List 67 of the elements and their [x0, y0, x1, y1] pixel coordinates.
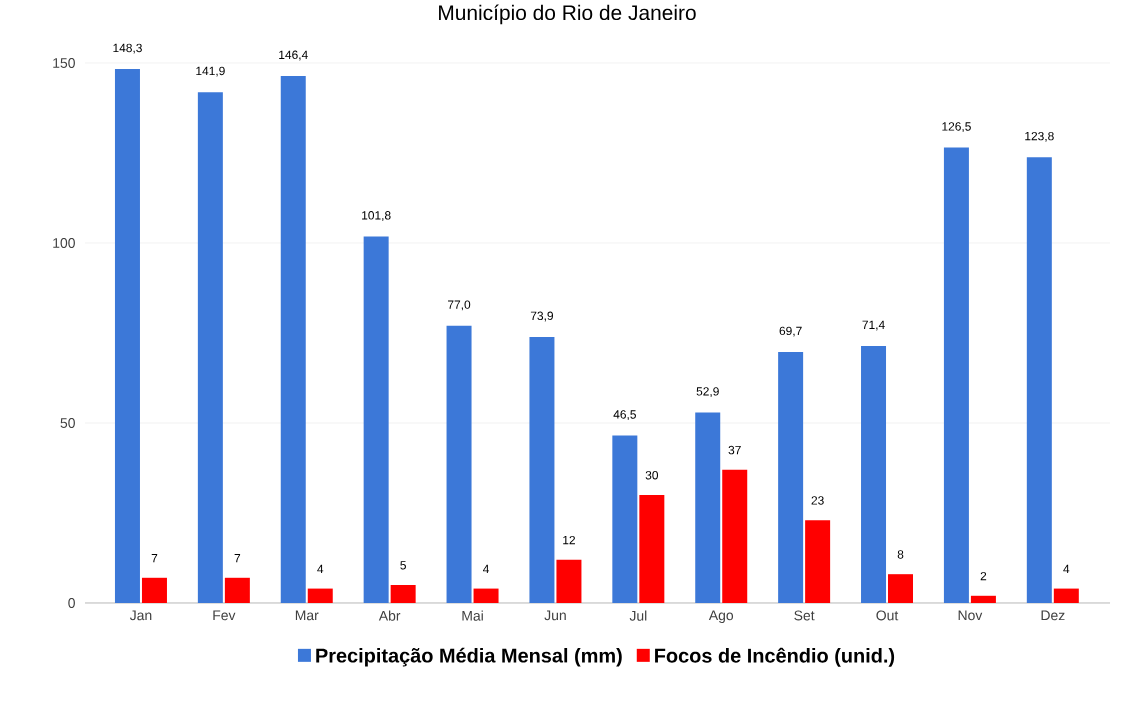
data-label: 146,4: [279, 50, 308, 61]
bar: [943, 147, 969, 603]
data-label: 4: [1063, 564, 1070, 574]
data-label: 4: [317, 564, 324, 574]
bar: [778, 352, 804, 603]
bar: [1053, 588, 1079, 603]
x-tick-label: Out: [876, 610, 899, 621]
data-label: 30: [645, 471, 659, 480]
data-label: 71,4: [862, 320, 885, 331]
bar: [722, 469, 748, 603]
data-label: 126,5: [942, 122, 971, 133]
bar: [556, 559, 582, 603]
x-tick-label: Jul: [629, 610, 647, 621]
legend-label: Focos de Incêndio (unid.): [655, 647, 895, 667]
y-tick-label: 100: [53, 238, 75, 248]
bar: [446, 325, 472, 603]
bar: [529, 336, 555, 603]
data-label: 37: [728, 445, 741, 455]
data-label: 123,8: [1025, 131, 1054, 142]
data-label: 46,5: [613, 410, 636, 421]
bar: [280, 75, 306, 603]
bar: [473, 588, 499, 603]
data-label: 69,7: [779, 326, 802, 337]
data-label: 2: [980, 571, 987, 581]
data-label: 101,8: [362, 211, 391, 221]
data-label: 5: [400, 561, 406, 570]
x-tick-label: Fev: [213, 610, 236, 621]
data-label: 73,9: [530, 311, 553, 322]
bar: [612, 435, 638, 603]
bar: [363, 236, 389, 603]
x-tick-label: Set: [794, 610, 815, 621]
data-label: 141,9: [196, 66, 225, 77]
bar: [861, 345, 887, 603]
x-tick-label: Abr: [378, 610, 401, 621]
data-label: 148,3: [113, 43, 142, 54]
x-tick-label: Dez: [1041, 610, 1065, 621]
legend-label: Precipitação Média Mensal (mm): [316, 647, 622, 667]
bar: [197, 92, 223, 603]
x-tick-label: Jun: [544, 610, 566, 621]
y-tick-label: 50: [60, 418, 75, 428]
bar: [695, 412, 721, 603]
bar: [639, 494, 665, 603]
bar: [1026, 157, 1052, 603]
data-label: 8: [897, 550, 904, 559]
bar: [970, 595, 996, 603]
bar: [888, 574, 914, 603]
chart-title: Município do Rio de Janeiro: [439, 4, 696, 25]
data-label: 7: [151, 554, 158, 563]
bar: [805, 520, 831, 603]
bar: [390, 584, 416, 603]
y-tick-label: 150: [53, 58, 75, 68]
x-tick-label: Mar: [295, 610, 319, 621]
x-tick-label: Jan: [129, 610, 152, 621]
data-label: 77,0: [448, 300, 471, 311]
data-label: 52,9: [696, 387, 719, 398]
data-label: 12: [563, 535, 575, 545]
bar: [224, 577, 250, 603]
x-tick-label: Mai: [462, 610, 483, 621]
data-label: 23: [811, 496, 824, 505]
x-tick-label: Nov: [958, 610, 983, 621]
data-label: 4: [483, 564, 490, 574]
bar: [307, 588, 333, 603]
bar: [141, 577, 167, 603]
x-tick-label: Ago: [708, 610, 734, 623]
bar: [114, 69, 140, 603]
data-label: 7: [234, 554, 241, 563]
y-tick-label: 0: [68, 598, 75, 608]
